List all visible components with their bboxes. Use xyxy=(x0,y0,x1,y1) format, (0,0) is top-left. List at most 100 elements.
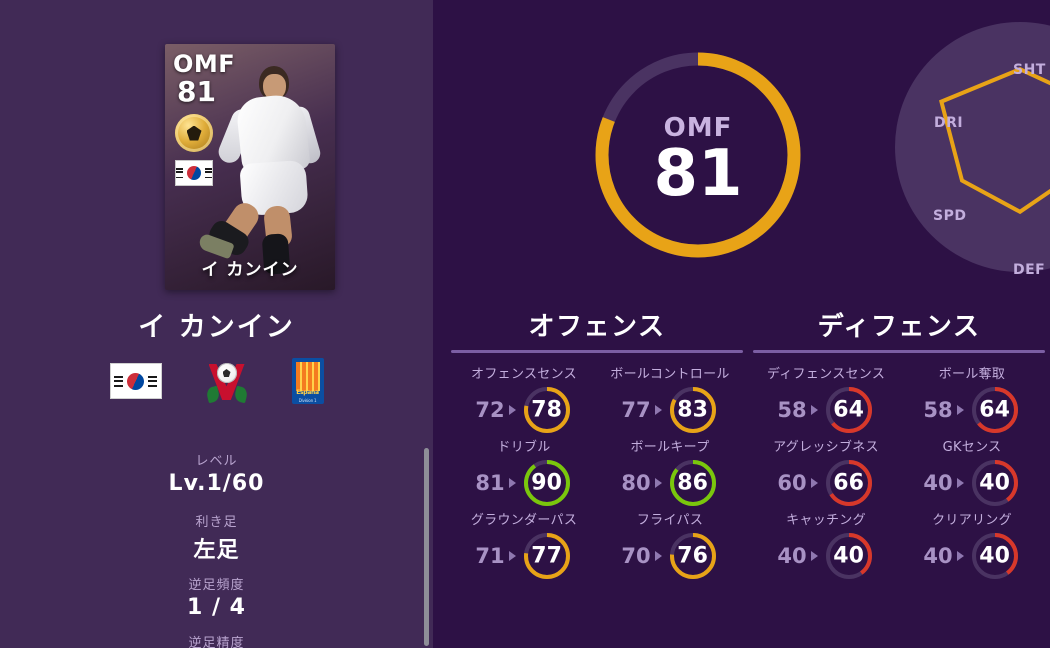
stat-name: オフェンスセンス xyxy=(471,367,577,382)
stat-cell[interactable]: ドリブル 81 90 xyxy=(451,436,597,509)
radar-label-dri: DRI xyxy=(934,115,964,131)
stat-row: 72 78 xyxy=(451,384,597,436)
stat-current-value: 76 xyxy=(677,543,708,569)
stat-base-value: 77 xyxy=(621,398,651,422)
stat-name: キャッチング xyxy=(786,513,866,528)
radar-label-def: DEF xyxy=(1013,262,1046,278)
stat-ring: 40 xyxy=(969,530,1021,582)
scrollbar-thumb[interactable] xyxy=(424,448,429,646)
overall-position-label: OMF xyxy=(663,113,733,143)
stat-cell[interactable]: グラウンダーパス 71 77 xyxy=(451,509,597,582)
stat-name: ボールキープ xyxy=(630,440,710,455)
arrow-right-icon xyxy=(508,478,516,488)
stat-cell[interactable]: ボールキープ 80 86 xyxy=(597,436,743,509)
arrow-right-icon xyxy=(810,405,818,415)
arrow-right-icon xyxy=(508,405,516,415)
arrow-right-icon xyxy=(654,478,662,488)
south-korea-flag-icon xyxy=(175,160,213,186)
league-badge-icon: Espana Division 1 xyxy=(291,358,324,404)
stat-row: 60 66 xyxy=(753,457,899,509)
league-badge-title: Espana xyxy=(296,389,319,396)
stat-ring-svg xyxy=(971,533,1018,579)
arrow-right-icon xyxy=(956,478,964,488)
stat-cell[interactable]: フライパス 70 76 xyxy=(597,509,743,582)
stat-current-value: 40 xyxy=(833,543,864,569)
stat-cell[interactable]: ボールコントロール 77 83 xyxy=(597,363,743,436)
stat-ring: 40 xyxy=(969,457,1021,509)
page-title: イ カンイン xyxy=(138,312,295,343)
stat-name: ボールコントロール xyxy=(610,367,730,382)
info-weak-foot-usage-label: 逆足頻度 xyxy=(188,578,245,593)
info-strong-foot: 利き足 左足 xyxy=(0,511,433,564)
info-strong-foot-label: 利き足 xyxy=(195,515,238,530)
player-card[interactable]: OMF 81 イ カンイン xyxy=(165,44,335,290)
arrow-right-icon xyxy=(810,478,818,488)
stat-cell[interactable]: GKセンス 40 40 xyxy=(899,436,1045,509)
stat-name: グラウンダーパス xyxy=(470,513,578,528)
stat-ring-svg xyxy=(825,533,872,579)
defense-section: ディフェンス ディフェンスセンス 58 64 ボール奪取 58 64 アグレッシブネス 60 6… xyxy=(753,306,1045,582)
offense-section: オフェンス オフェンスセンス 72 78 ボールコントロール 77 83 ドリブル 81 90 ボ… xyxy=(451,306,743,582)
player-photo xyxy=(197,62,335,275)
arrow-right-icon xyxy=(508,551,516,561)
stat-cell[interactable]: アグレッシブネス 60 66 xyxy=(753,436,899,509)
stat-current-value: 40 xyxy=(979,470,1010,496)
stat-current-value: 83 xyxy=(677,397,708,423)
stat-ring-svg xyxy=(669,533,716,579)
stat-current-value: 86 xyxy=(677,470,708,496)
nationality-flag-icon xyxy=(109,363,162,399)
stat-ring: 76 xyxy=(667,530,719,582)
stat-name: クリアリング xyxy=(932,513,1012,528)
stat-row: 80 86 xyxy=(597,457,743,509)
stat-cell[interactable]: ディフェンスセンス 58 64 xyxy=(753,363,899,436)
stat-base-value: 40 xyxy=(923,471,953,495)
stat-row: 77 83 xyxy=(597,384,743,436)
player-stats-panel: OMF 81 SHT DRI SPD DEF オフェンス オフェンスセンス 72 7… xyxy=(433,0,1050,648)
defense-title: ディフェンス xyxy=(817,312,981,342)
gold-medal-icon xyxy=(175,114,213,152)
stat-row: 40 40 xyxy=(899,457,1045,509)
stat-ring-svg xyxy=(523,460,570,506)
stat-cell[interactable]: ボール奪取 58 64 xyxy=(899,363,1045,436)
offense-divider xyxy=(451,350,743,353)
left-panel-scrollbar[interactable] xyxy=(421,0,433,648)
stat-current-value: 66 xyxy=(833,470,864,496)
defense-stat-grid: ディフェンスセンス 58 64 ボール奪取 58 64 アグレッシブネス 60 66 GKセンス 4… xyxy=(753,363,1045,582)
stat-current-value: 64 xyxy=(833,397,864,423)
stat-base-value: 81 xyxy=(475,471,505,495)
stat-current-value: 77 xyxy=(531,543,562,569)
stat-base-value: 72 xyxy=(475,398,505,422)
stat-cell[interactable]: キャッチング 40 40 xyxy=(753,509,899,582)
card-player-name: イ カンイン xyxy=(201,260,299,280)
stat-base-value: 71 xyxy=(475,544,505,568)
stat-ring: 64 xyxy=(969,384,1021,436)
card-position-label: OMF xyxy=(173,50,236,78)
radar-chart: SHT DRI SPD DEF xyxy=(895,22,1050,278)
stat-ring: 86 xyxy=(667,457,719,509)
stat-base-value: 58 xyxy=(923,398,953,422)
stat-base-value: 80 xyxy=(621,471,651,495)
stat-base-value: 40 xyxy=(923,544,953,568)
arrow-right-icon xyxy=(810,551,818,561)
stat-name: ボール奪取 xyxy=(938,367,1006,382)
stat-row: 71 77 xyxy=(451,530,597,582)
stat-cell[interactable]: クリアリング 40 40 xyxy=(899,509,1045,582)
info-weak-foot-accuracy: 逆足精度 xyxy=(0,632,433,648)
stat-row: 58 64 xyxy=(899,384,1045,436)
stat-ring-svg xyxy=(825,460,872,506)
info-weak-foot-accuracy-label: 逆足精度 xyxy=(188,636,245,648)
stat-current-value: 40 xyxy=(979,543,1010,569)
stat-name: GKセンス xyxy=(942,440,1002,455)
arrow-right-icon xyxy=(654,405,662,415)
info-level: レベル Lv.1/60 xyxy=(0,450,433,496)
stat-row: 70 76 xyxy=(597,530,743,582)
club-emblem-icon xyxy=(204,360,249,404)
stat-base-value: 70 xyxy=(621,544,651,568)
stat-name: フライパス xyxy=(636,513,704,528)
player-badges: Espana Division 1 xyxy=(0,358,433,404)
stat-base-value: 60 xyxy=(777,471,807,495)
stat-cell[interactable]: オフェンスセンス 72 78 xyxy=(451,363,597,436)
overall-rating-ring: OMF 81 xyxy=(588,45,808,265)
stat-base-value: 40 xyxy=(777,544,807,568)
